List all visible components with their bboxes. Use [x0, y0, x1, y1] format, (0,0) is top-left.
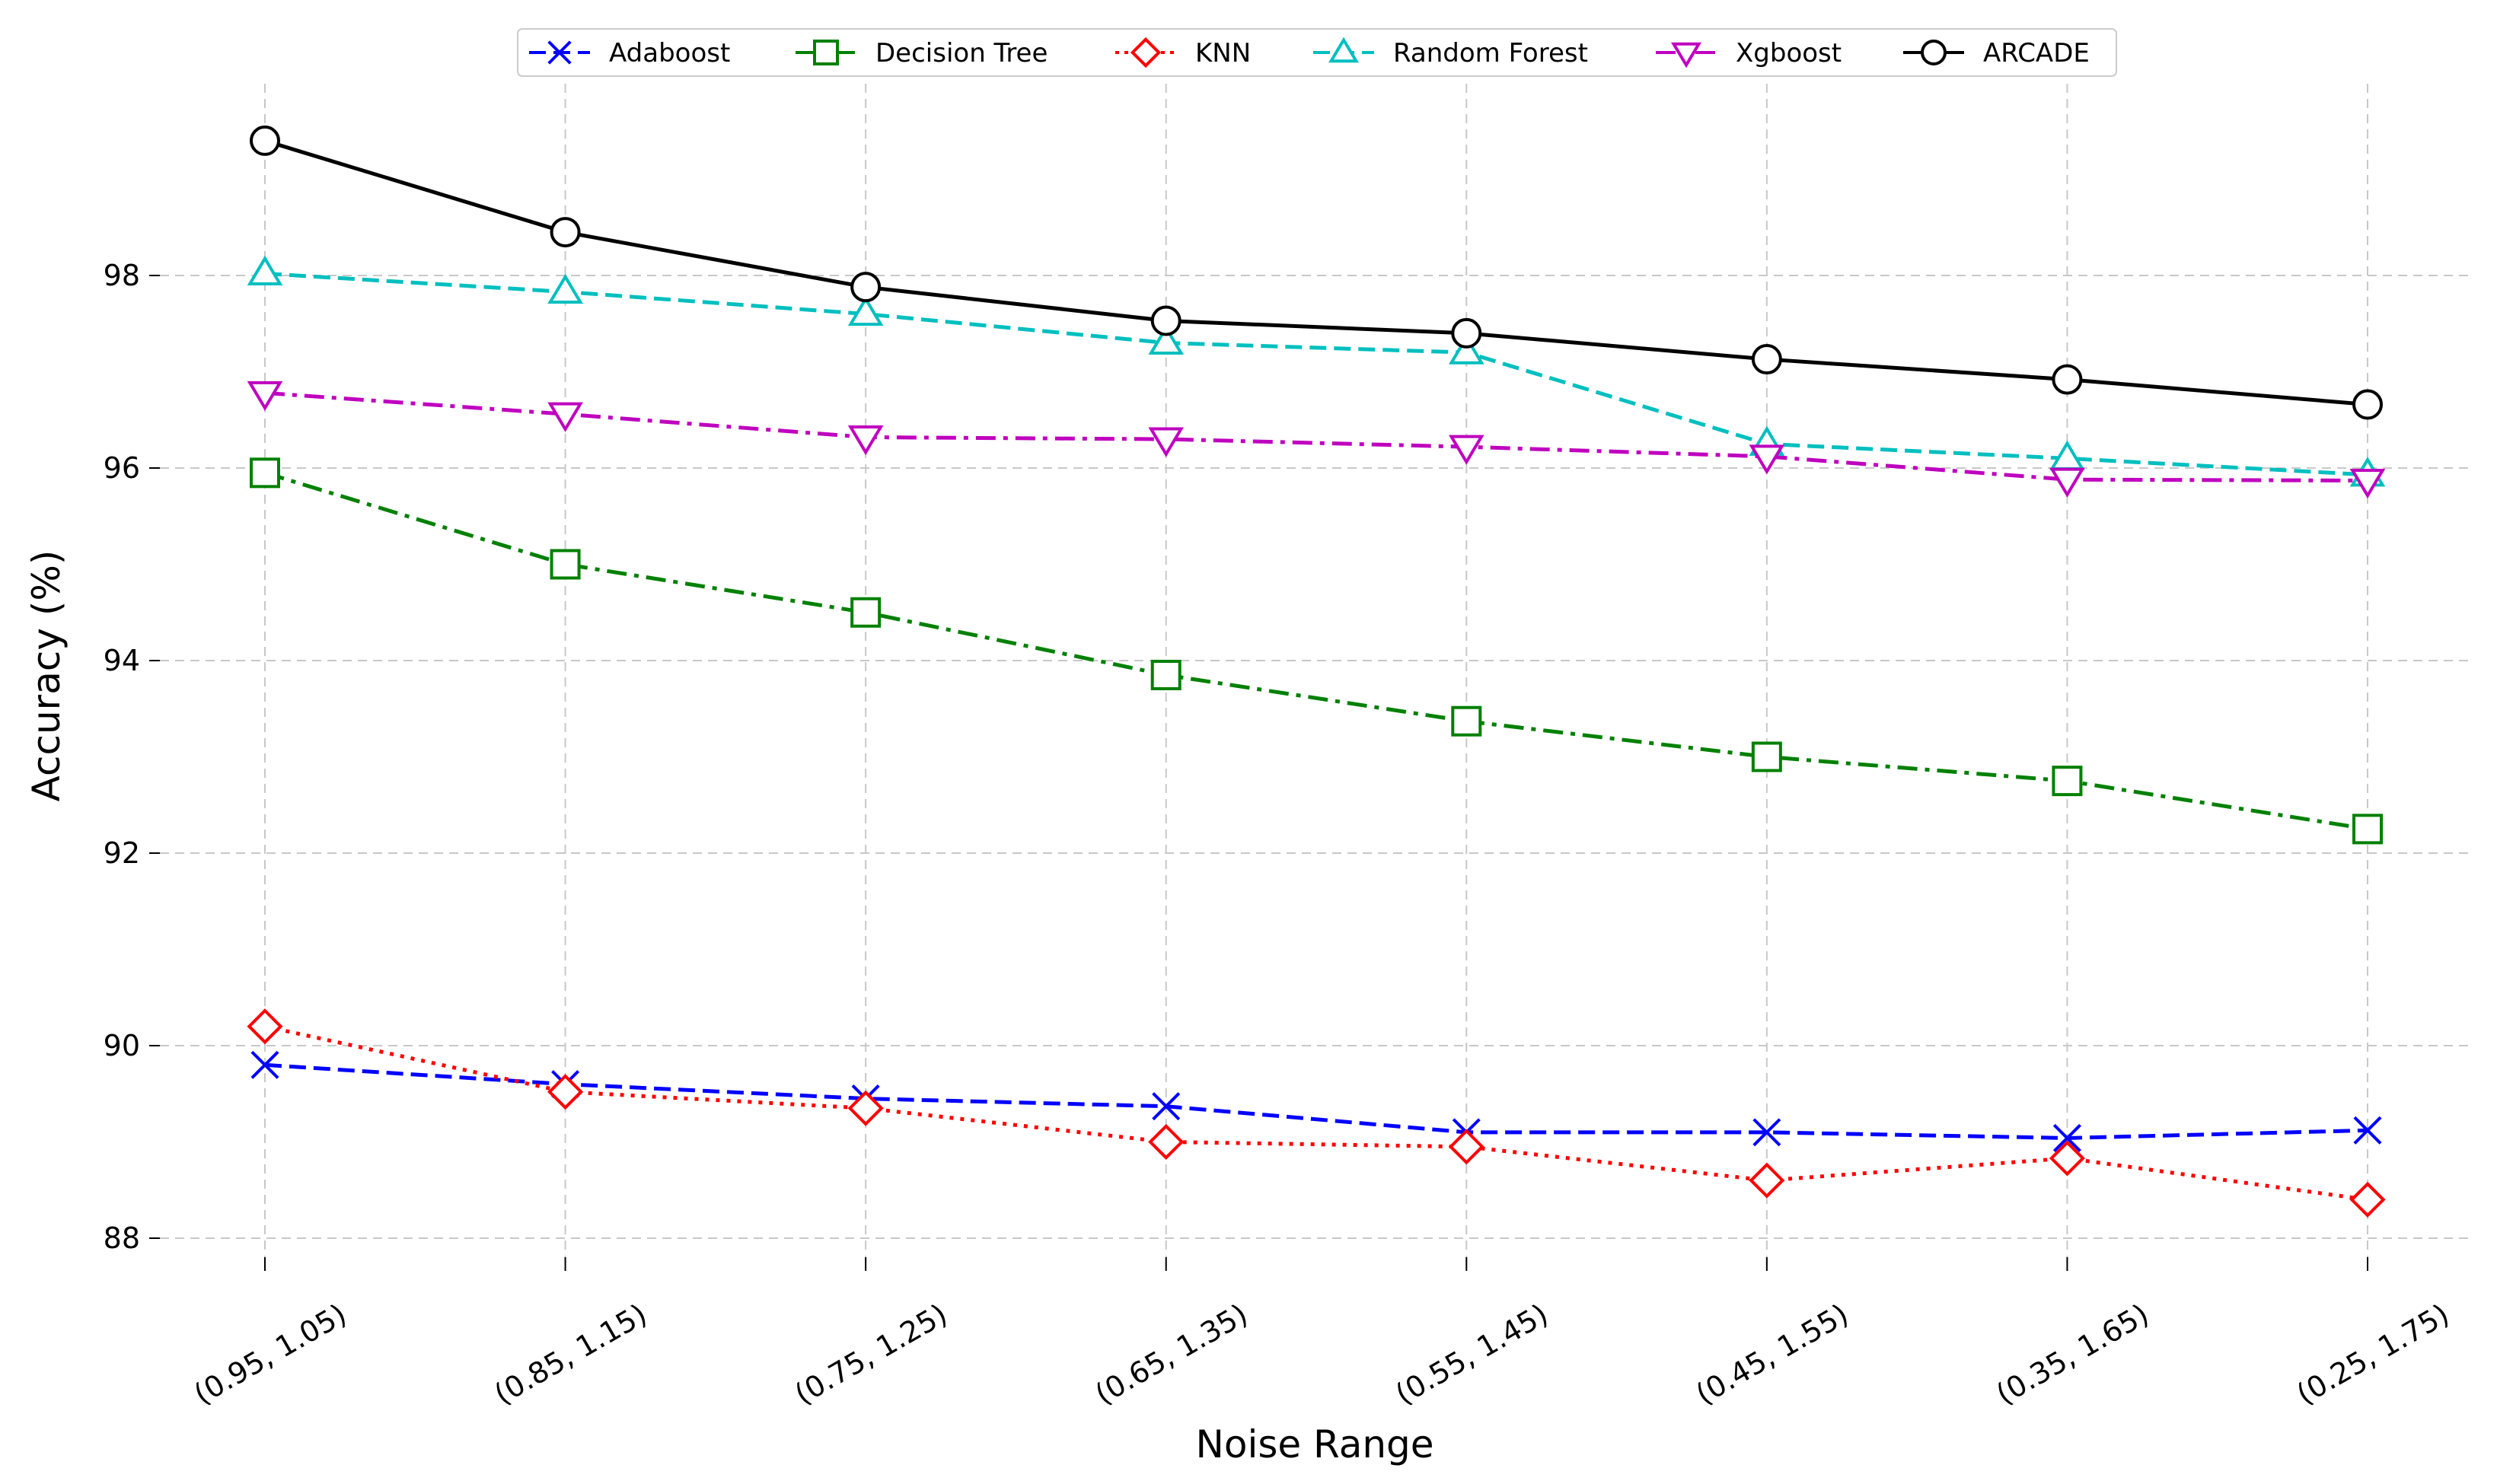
- data-point-decision-tree: [1451, 705, 1482, 737]
- data-point-knn: [547, 1074, 584, 1110]
- data-point-knn: [1148, 1123, 1185, 1161]
- legend-label-decision-tree: Decision Tree: [875, 38, 1048, 68]
- data-point-xgboost: [1749, 444, 1785, 475]
- legend-marker-decision-tree: [813, 40, 839, 65]
- data-point-xgboost: [247, 381, 283, 412]
- data-point-xgboost: [2049, 467, 2085, 498]
- legend-label-arcade: ARCADE: [1983, 38, 2090, 68]
- y-tick-label: 88: [104, 1221, 140, 1255]
- data-point-adaboost: [2353, 1116, 2382, 1145]
- legend-marker-knn: [1130, 37, 1162, 68]
- series-line-random-forest: [264, 271, 2368, 477]
- data-point-decision-tree: [250, 457, 280, 489]
- data-point-adaboost: [1752, 1118, 1781, 1147]
- data-point-arcade: [1150, 305, 1182, 336]
- data-point-xgboost: [1448, 435, 1484, 465]
- series-lines: [264, 139, 2368, 1202]
- data-point-adaboost: [250, 1050, 279, 1079]
- y-tick-label: 94: [104, 644, 140, 677]
- data-point-decision-tree: [1751, 741, 1782, 772]
- data-point-random-forest: [1448, 334, 1484, 365]
- data-point-arcade: [2352, 389, 2383, 420]
- data-point-random-forest: [1148, 324, 1185, 355]
- data-point-adaboost: [2052, 1123, 2081, 1152]
- data-point-knn: [247, 1008, 283, 1045]
- data-point-arcade: [2052, 364, 2083, 395]
- data-point-decision-tree: [850, 597, 882, 628]
- data-point-knn: [1749, 1162, 1785, 1199]
- legend-marker-arcade: [1921, 40, 1947, 65]
- legend-label-knn: KNN: [1195, 38, 1251, 68]
- data-point-xgboost: [847, 425, 884, 456]
- legend-marker-xgboost: [1670, 42, 1702, 68]
- legend-marker-adaboost: [547, 40, 572, 65]
- x-tick-label: (0.55, 1.45): [1390, 1298, 1554, 1412]
- x-tick-label: (0.85, 1.15): [489, 1298, 652, 1412]
- legend-label-random-forest: Random Forest: [1393, 38, 1588, 68]
- data-point-random-forest: [847, 295, 884, 326]
- data-point-xgboost: [1148, 427, 1185, 457]
- series-line-arcade: [264, 139, 2368, 407]
- data-point-arcade: [850, 272, 882, 303]
- data-point-arcade: [250, 125, 280, 156]
- data-point-knn: [2049, 1140, 2085, 1177]
- y-tick-label: 98: [104, 259, 140, 292]
- x-tick-label: (0.25, 1.75): [2291, 1298, 2454, 1412]
- x-tick-label: (0.75, 1.25): [789, 1298, 952, 1412]
- x-tick-label: (0.65, 1.35): [1089, 1298, 1253, 1412]
- legend-marker-random-forest: [1328, 37, 1360, 63]
- y-axis-title: Accuracy (%): [24, 550, 69, 802]
- data-point-arcade: [550, 217, 581, 248]
- data-point-decision-tree: [2352, 814, 2383, 845]
- data-point-random-forest: [547, 273, 583, 304]
- data-point-knn: [1448, 1129, 1484, 1165]
- grid: [160, 84, 2474, 1271]
- data-point-xgboost: [2349, 468, 2386, 499]
- y-tick-label: 92: [104, 836, 140, 870]
- y-tick-label: 96: [104, 451, 140, 485]
- data-point-random-forest: [247, 255, 283, 285]
- x-tick-label: (0.95, 1.05): [188, 1298, 352, 1412]
- data-point-decision-tree: [2052, 766, 2083, 797]
- series-line-decision-tree: [264, 470, 2368, 831]
- series-line-adaboost: [264, 1062, 2368, 1140]
- x-tick-label: (0.45, 1.55): [1690, 1298, 1854, 1412]
- legend-label-xgboost: Xgboost: [1736, 38, 1842, 68]
- y-tick-label: 90: [104, 1029, 140, 1062]
- legend: Adaboost Decision Tree KNN Random Forest Xgb…: [517, 28, 2117, 77]
- series-line-xgboost: [264, 390, 2368, 482]
- series-markers: [247, 125, 2386, 1218]
- data-point-adaboost: [1152, 1092, 1181, 1121]
- data-point-xgboost: [547, 402, 583, 432]
- data-point-knn: [2349, 1181, 2386, 1218]
- data-point-decision-tree: [550, 549, 581, 580]
- legend-label-adaboost: Adaboost: [609, 38, 730, 68]
- x-tick-label: (0.35, 1.65): [1991, 1298, 2154, 1412]
- data-point-knn: [847, 1090, 884, 1126]
- series-line-knn: [264, 1024, 2368, 1202]
- x-axis-title: Noise Range: [1195, 1422, 1433, 1466]
- data-point-decision-tree: [1150, 659, 1182, 690]
- data-point-arcade: [1451, 317, 1482, 349]
- data-point-arcade: [1751, 344, 1782, 375]
